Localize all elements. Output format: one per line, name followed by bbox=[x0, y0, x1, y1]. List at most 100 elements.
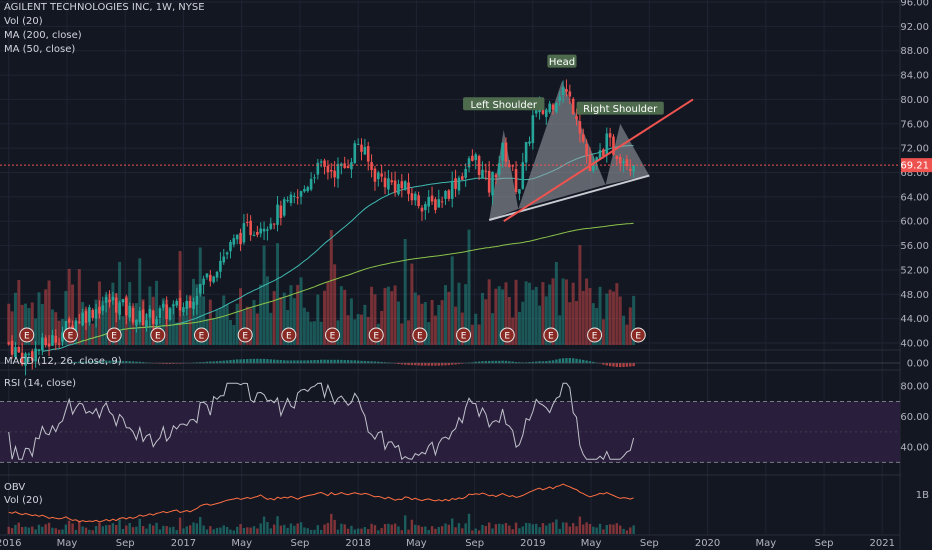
rsi-tick-label: 80.00 bbox=[900, 382, 929, 393]
earnings-marker[interactable] bbox=[237, 327, 253, 343]
obv-volume-bar bbox=[538, 527, 541, 534]
time-tick-label: May bbox=[57, 538, 78, 549]
candle-body bbox=[393, 180, 397, 193]
left-shoulder-shape bbox=[489, 129, 519, 220]
obv-volume-bar bbox=[188, 525, 192, 534]
macd-histogram-bar bbox=[175, 363, 178, 364]
volume-bar bbox=[501, 289, 505, 345]
macd-histogram-bar bbox=[481, 361, 484, 364]
obv-vol-legend[interactable]: Vol (20) bbox=[4, 495, 43, 506]
earnings-marker[interactable] bbox=[150, 327, 166, 343]
earnings-marker-label: E bbox=[461, 332, 467, 342]
earnings-marker[interactable] bbox=[281, 327, 297, 343]
macd-histogram-bar bbox=[602, 363, 605, 365]
macd-histogram-bar bbox=[538, 361, 541, 364]
volume-bar bbox=[255, 313, 259, 345]
ma50-legend[interactable]: MA (50, close) bbox=[4, 44, 76, 55]
candle-body bbox=[131, 307, 135, 323]
time-tick-label: 2020 bbox=[695, 538, 720, 549]
macd-histogram-bar bbox=[461, 363, 464, 364]
volume-bar bbox=[598, 286, 602, 345]
candle-body bbox=[215, 271, 219, 278]
obv-volume-bar bbox=[319, 529, 323, 534]
volume-bar bbox=[218, 307, 222, 345]
earnings-marker[interactable] bbox=[368, 327, 384, 343]
macd-legend[interactable]: MACD (12, 26, close, 9) bbox=[4, 356, 122, 367]
earnings-marker[interactable] bbox=[325, 327, 341, 343]
candle-body bbox=[477, 156, 481, 176]
earnings-marker[interactable] bbox=[543, 327, 559, 343]
candle-body bbox=[158, 308, 162, 318]
volume-bar bbox=[444, 285, 447, 345]
price-tick-label: 44.00 bbox=[900, 314, 929, 325]
obv-volume-bar bbox=[403, 515, 407, 534]
candle-body bbox=[360, 144, 363, 152]
obv-volume-bar bbox=[172, 526, 175, 534]
macd-histogram-bar bbox=[269, 359, 272, 364]
earnings-marker[interactable] bbox=[587, 327, 603, 343]
macd-histogram-bar bbox=[168, 363, 172, 364]
earnings-marker[interactable] bbox=[62, 327, 78, 343]
candle-body bbox=[232, 238, 236, 245]
earnings-marker[interactable] bbox=[456, 327, 472, 343]
candle-body bbox=[192, 301, 195, 309]
obv-legend[interactable]: OBV bbox=[4, 482, 26, 493]
candle-body bbox=[336, 163, 340, 179]
earnings-marker-label: E bbox=[199, 332, 205, 342]
macd-histogram-bar bbox=[336, 359, 340, 364]
ma200-legend[interactable]: MA (200, close) bbox=[4, 30, 82, 41]
obv-volume-bar bbox=[256, 528, 259, 534]
macd-histogram-bar bbox=[101, 360, 105, 364]
volume-bar bbox=[403, 239, 407, 345]
earnings-marker[interactable] bbox=[19, 327, 35, 343]
candle-body bbox=[612, 136, 615, 155]
obv-volume-bar bbox=[330, 513, 333, 534]
macd-histogram-bar bbox=[316, 359, 320, 364]
candle-body bbox=[303, 189, 306, 192]
volume-bar bbox=[289, 285, 293, 345]
macd-histogram-bar bbox=[91, 361, 94, 364]
candle-body bbox=[61, 332, 64, 342]
macd-histogram-bar bbox=[592, 361, 595, 364]
annotation-box bbox=[547, 54, 577, 68]
macd-histogram-bar bbox=[367, 361, 370, 364]
obv-volume-bar bbox=[246, 527, 249, 534]
macd-histogram-bar bbox=[323, 359, 326, 364]
earnings-marker-label: E bbox=[592, 332, 598, 342]
earnings-marker[interactable] bbox=[630, 327, 646, 343]
volume-bar bbox=[618, 296, 622, 345]
rsi-legend[interactable]: RSI (14, close) bbox=[4, 378, 77, 389]
macd-histogram-bar bbox=[528, 362, 531, 364]
obv-volume-bar bbox=[561, 522, 565, 534]
earnings-marker[interactable] bbox=[412, 327, 428, 343]
earnings-marker[interactable] bbox=[193, 327, 209, 343]
macd-histogram-bar bbox=[121, 360, 125, 364]
candle-body bbox=[98, 306, 101, 314]
candle-body bbox=[447, 190, 451, 199]
volume-bar bbox=[585, 278, 589, 345]
annotation-box bbox=[463, 97, 545, 111]
macd-histogram-bar bbox=[205, 361, 209, 364]
volume-bar bbox=[50, 309, 54, 345]
obv-volume-bar bbox=[232, 530, 236, 534]
candle-body bbox=[209, 274, 212, 282]
earnings-marker[interactable] bbox=[106, 327, 122, 343]
volume-bar bbox=[138, 258, 142, 345]
macd-histogram-bar bbox=[252, 358, 256, 364]
chart-title[interactable]: AGILENT TECHNOLOGIES INC, 1W, NYSE bbox=[4, 2, 205, 13]
macd-histogram-bar bbox=[571, 358, 575, 364]
volume-bar bbox=[131, 305, 135, 345]
macd-histogram-bar bbox=[158, 363, 162, 364]
volume-bar bbox=[568, 302, 572, 345]
obv-volume-bar bbox=[158, 529, 162, 534]
volume-bar bbox=[302, 307, 306, 345]
vol-legend[interactable]: Vol (20) bbox=[4, 16, 43, 27]
obv-volume-bar bbox=[14, 524, 17, 534]
candle-body bbox=[20, 352, 24, 365]
obv-volume-bar bbox=[296, 523, 299, 534]
macd-histogram-bar bbox=[94, 360, 98, 364]
obv-volume-bar bbox=[548, 523, 551, 534]
earnings-marker[interactable] bbox=[499, 327, 515, 343]
